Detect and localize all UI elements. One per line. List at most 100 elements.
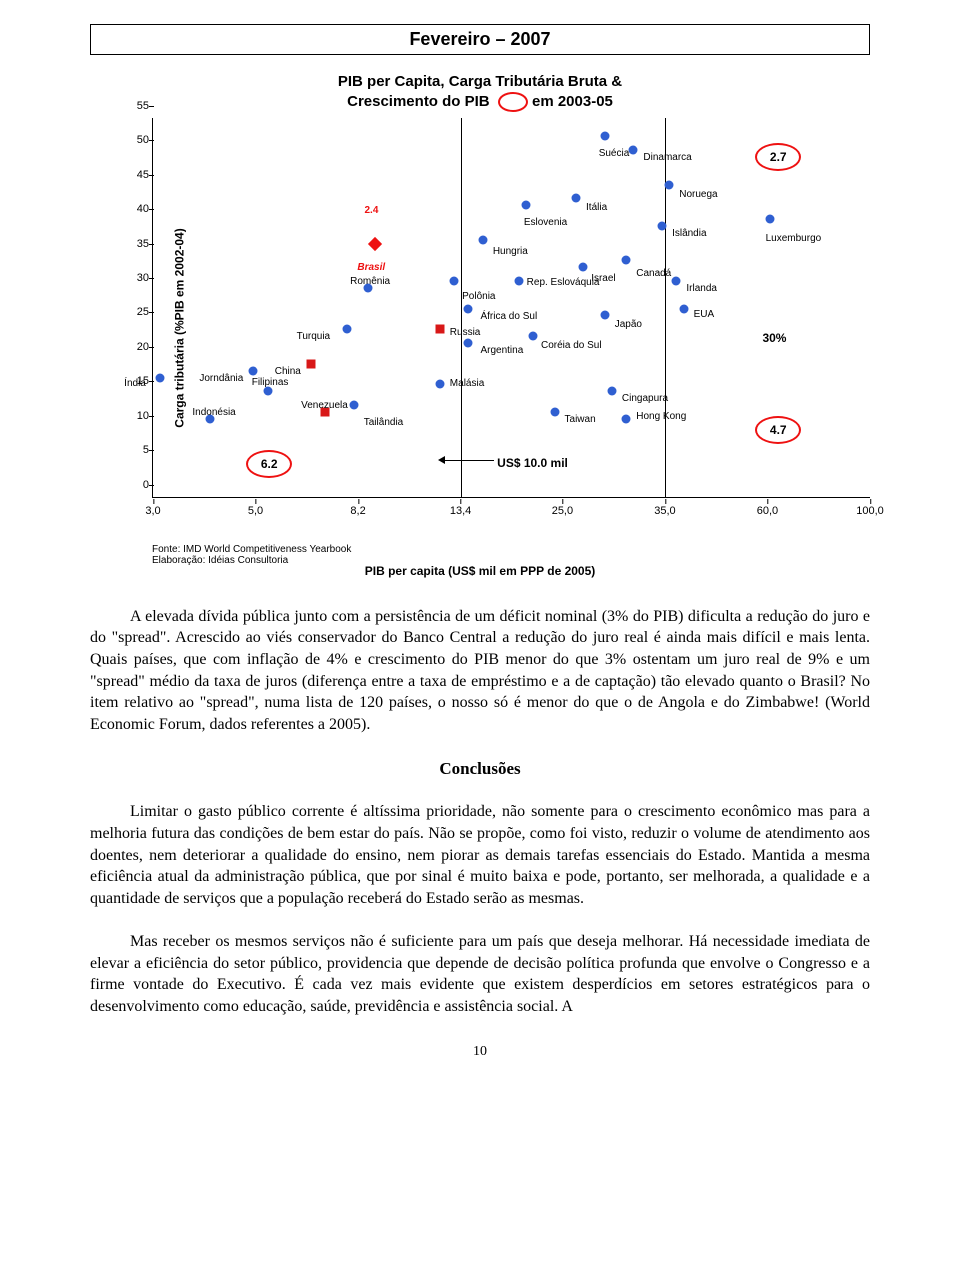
data-point (521, 201, 530, 210)
data-point-label: Índia (124, 378, 146, 389)
data-point-label: Coréia do Sul (541, 340, 602, 351)
x-tick: 60,0 (757, 505, 778, 517)
chart-source: Fonte: IMD World Competitiveness Yearboo… (152, 544, 870, 566)
data-point (478, 235, 487, 244)
data-point (672, 277, 681, 286)
data-point-label: Romênia (350, 276, 390, 287)
x-tick: 5,0 (248, 505, 263, 517)
data-point (249, 366, 258, 375)
data-point (579, 263, 588, 272)
y-tick: 40 (119, 203, 149, 215)
data-point-label: Venezuela (301, 400, 348, 411)
data-point-label: Islândia (672, 228, 706, 239)
data-point-label: Suécia (599, 148, 630, 159)
brasil-diamond-marker (368, 237, 382, 251)
data-point (607, 387, 616, 396)
chart-title-line2: Crescimento do PIB (347, 93, 490, 110)
page-header: Fevereiro – 2007 (90, 24, 870, 55)
data-point-label: Hungria (493, 246, 528, 257)
paragraph-3: Mas receber os mesmos serviços não é suf… (90, 931, 870, 1017)
data-point-label: Russia (450, 327, 481, 338)
data-point (342, 325, 351, 334)
data-point-label: Turquia (297, 331, 331, 342)
brasil-label: Brasil (357, 262, 385, 273)
chart-title-line3: em 2003-05 (532, 93, 613, 110)
data-point (435, 325, 444, 334)
paragraph-1: A elevada dívida pública junto com a per… (90, 606, 870, 736)
data-point-label: Argentina (480, 345, 523, 356)
x-tick: 13,4 (450, 505, 471, 517)
data-point (514, 277, 523, 286)
data-point (464, 304, 473, 313)
data-point (450, 277, 459, 286)
data-point (464, 339, 473, 348)
data-point (679, 304, 688, 313)
gridline (665, 118, 666, 497)
data-point (622, 414, 631, 423)
y-tick: 35 (119, 238, 149, 250)
data-point-label: Irlanda (686, 283, 717, 294)
y-tick: 45 (119, 169, 149, 181)
title-red-circle-icon (498, 92, 528, 112)
gridline (461, 118, 462, 497)
page-number: 10 (90, 1044, 870, 1060)
inner-arrow-line (440, 460, 494, 461)
data-point-label: Indonésia (192, 407, 235, 418)
data-point (156, 373, 165, 382)
data-point-label: Japão (615, 319, 642, 330)
y-tick: 0 (119, 479, 149, 491)
paragraph-2: Limitar o gasto público corrente é altís… (90, 801, 870, 909)
data-point (306, 359, 315, 368)
oval-bottom-right: 4.7 (755, 416, 801, 444)
data-point-label: Noruega (679, 189, 717, 200)
oval-bottom-left: 6.2 (246, 450, 292, 478)
data-point-label: Hong Kong (636, 411, 686, 422)
data-point-label: Filipinas (252, 377, 289, 388)
data-point (435, 380, 444, 389)
y-tick: 55 (119, 100, 149, 112)
data-point-label: Taiwan (565, 414, 596, 425)
data-point (550, 407, 559, 416)
chart-title: PIB per Capita, Carga Tributária Bruta &… (90, 73, 870, 112)
y-tick: 5 (119, 444, 149, 456)
data-point (572, 194, 581, 203)
y-tick: 20 (119, 341, 149, 353)
x-tick: 8,2 (350, 505, 365, 517)
data-point (349, 401, 358, 410)
source-line1: Fonte: IMD World Competitiveness Yearboo… (152, 544, 351, 555)
x-axis-title: PIB per capita (US$ mil em PPP de 2005) (365, 564, 596, 578)
data-point (622, 256, 631, 265)
annotation-30pct: 30% (762, 331, 786, 345)
data-point-label: EUA (694, 309, 715, 320)
data-point-label: Canadá (636, 268, 671, 279)
data-point-label: Cingapura (622, 393, 668, 404)
data-point-label: Luxemburgo (766, 233, 822, 244)
brasil-value-label: 2.4 (365, 205, 379, 216)
data-point (629, 146, 638, 155)
data-point (658, 221, 667, 230)
y-tick: 30 (119, 272, 149, 284)
data-point (600, 311, 609, 320)
plot-area: 2.4 Brasil 2.7 4.7 6.2 30% US$ 10.0 mil … (152, 118, 870, 498)
data-point-label: China (275, 366, 301, 377)
inner-x-marker-label: US$ 10.0 mil (497, 456, 568, 470)
chart-title-line1: PIB per Capita, Carga Tributária Bruta & (338, 73, 622, 90)
data-point (765, 215, 774, 224)
oval-top-right: 2.7 (755, 143, 801, 171)
y-tick: 25 (119, 306, 149, 318)
data-point-label: Itália (586, 202, 607, 213)
data-point (665, 180, 674, 189)
x-tick: 25,0 (552, 505, 573, 517)
y-tick: 50 (119, 134, 149, 146)
data-point (600, 132, 609, 141)
chart: Carga tributária (%PIB em 2002-04) 2.4 B… (90, 118, 870, 538)
data-point (529, 332, 538, 341)
data-point-label: África do Sul (480, 311, 537, 322)
data-point-label: Israel (591, 273, 615, 284)
conclusions-heading: Conclusões (90, 759, 870, 779)
x-tick: 100,0 (856, 505, 884, 517)
data-point-label: Polônia (462, 291, 495, 302)
data-point-label: Tailândia (364, 417, 403, 428)
x-tick: 3,0 (145, 505, 160, 517)
data-point-label: Rep. Eslováquia (527, 277, 600, 288)
